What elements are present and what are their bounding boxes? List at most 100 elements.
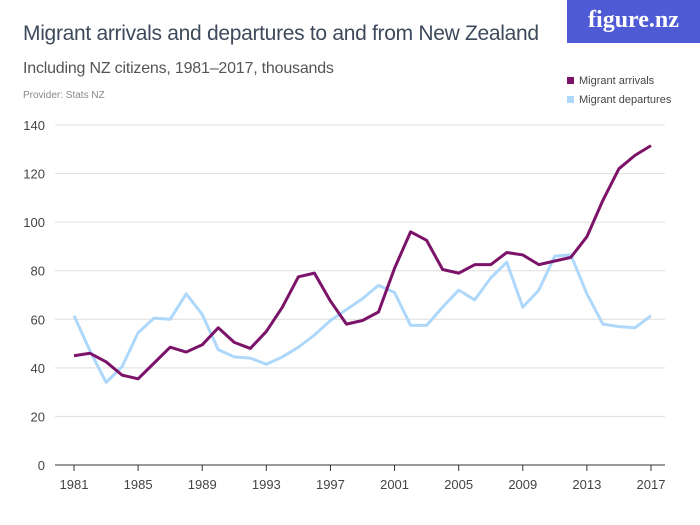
data-point — [249, 347, 252, 350]
data-point — [585, 235, 588, 238]
data-point — [521, 306, 524, 309]
x-tick-label: 1997 — [316, 477, 345, 492]
legend-swatch — [567, 96, 574, 103]
data-point — [473, 263, 476, 266]
data-point — [361, 297, 364, 300]
data-point — [585, 292, 588, 295]
provider-label: Provider: Stats NZ — [23, 90, 105, 101]
data-point — [441, 268, 444, 271]
data-point — [617, 167, 620, 170]
chart-subtitle: Including NZ citizens, 1981–2017, thousa… — [23, 60, 334, 77]
data-point — [217, 348, 220, 351]
data-point — [489, 263, 492, 266]
data-point — [313, 272, 316, 275]
x-tick-label: 1993 — [252, 477, 281, 492]
x-tick-label: 2017 — [637, 477, 666, 492]
data-point — [537, 289, 540, 292]
data-point — [601, 199, 604, 202]
data-point — [105, 360, 108, 363]
data-point — [650, 144, 653, 147]
y-tick-label: 0 — [38, 458, 45, 473]
data-point — [281, 355, 284, 358]
data-point — [377, 284, 380, 287]
x-tick-label: 2005 — [444, 477, 473, 492]
data-point — [409, 324, 412, 327]
x-tick-label: 2013 — [572, 477, 601, 492]
data-point — [73, 314, 76, 317]
data-point — [201, 343, 204, 346]
data-point — [265, 363, 268, 366]
series-line-arrivals — [73, 144, 652, 381]
data-point — [425, 239, 428, 242]
data-point — [489, 277, 492, 280]
data-point — [169, 346, 172, 349]
y-tick-label: 140 — [23, 118, 45, 133]
data-point — [650, 314, 653, 317]
data-point — [457, 289, 460, 292]
x-tick-label: 1985 — [124, 477, 153, 492]
data-point — [217, 326, 220, 329]
data-point — [89, 352, 92, 355]
y-tick-label: 20 — [31, 409, 45, 424]
data-point — [441, 306, 444, 309]
data-point — [153, 362, 156, 365]
x-tick-label: 2009 — [508, 477, 537, 492]
data-point — [121, 365, 124, 368]
data-point — [137, 331, 140, 334]
data-point — [537, 263, 540, 266]
data-point — [393, 267, 396, 270]
data-point — [473, 298, 476, 301]
legend-label: Migrant arrivals — [579, 75, 655, 87]
y-tick-label: 80 — [31, 264, 45, 279]
data-point — [345, 323, 348, 326]
data-point — [393, 291, 396, 294]
data-point — [137, 377, 140, 380]
data-point — [265, 330, 268, 333]
figure-nz-logo[interactable]: figure.nz — [567, 0, 700, 43]
data-point — [169, 318, 172, 321]
x-tick-label: 1989 — [188, 477, 217, 492]
data-point — [121, 374, 124, 377]
y-tick-label: 60 — [31, 312, 45, 327]
data-point — [281, 306, 284, 309]
data-point — [361, 319, 364, 322]
data-point — [233, 341, 236, 344]
y-tick-label: 40 — [31, 361, 45, 376]
y-tick-label: 120 — [23, 167, 45, 182]
data-point — [569, 256, 572, 259]
data-point — [505, 251, 508, 254]
data-point — [617, 325, 620, 328]
data-point — [233, 355, 236, 358]
data-point — [377, 311, 380, 314]
y-tick-label: 100 — [23, 215, 45, 230]
data-point — [185, 351, 188, 354]
data-point — [153, 317, 156, 320]
data-point — [345, 308, 348, 311]
legend-label: Migrant departures — [579, 94, 672, 106]
data-point — [249, 357, 252, 360]
data-point — [329, 300, 332, 303]
data-point — [601, 323, 604, 326]
data-point — [505, 261, 508, 264]
data-point — [457, 272, 460, 275]
data-point — [201, 313, 204, 316]
x-tick-label: 1981 — [60, 477, 89, 492]
data-point — [521, 253, 524, 256]
data-point — [409, 230, 412, 233]
data-point — [329, 319, 332, 322]
data-point — [633, 326, 636, 329]
data-point — [73, 354, 76, 357]
data-point — [313, 334, 316, 337]
data-point — [185, 292, 188, 295]
chart-title: Migrant arrivals and departures to and f… — [23, 22, 539, 45]
legend-swatch — [567, 77, 574, 84]
x-tick-label: 2001 — [380, 477, 409, 492]
data-point — [425, 324, 428, 327]
data-point — [553, 260, 556, 263]
data-point — [297, 275, 300, 278]
data-point — [553, 255, 556, 258]
data-point — [297, 346, 300, 349]
series-line-departures — [72, 253, 652, 384]
